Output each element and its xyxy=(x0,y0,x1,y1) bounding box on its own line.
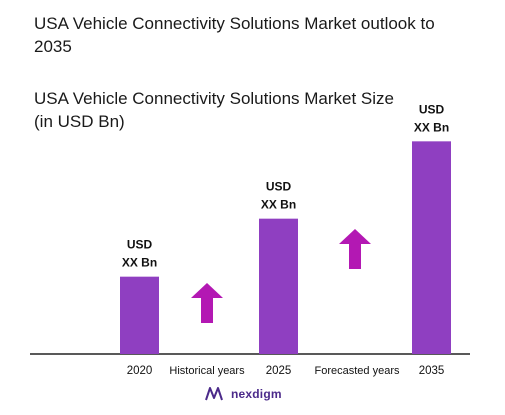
brand: nexdigm xyxy=(205,387,282,401)
bar-2035 xyxy=(412,141,451,354)
bar-2020 xyxy=(120,276,159,354)
bar-data-label: XX Bn xyxy=(414,120,449,134)
x-tick-label: 2035 xyxy=(419,365,445,377)
page-title: USA Vehicle Connectivity Solutions Marke… xyxy=(34,14,435,56)
nexdigm-logo-icon xyxy=(205,387,223,401)
period-label: Forecasted years xyxy=(315,365,400,377)
chart-subtitle: USA Vehicle Connectivity Solutions Marke… xyxy=(34,89,395,131)
bar-data-label: XX Bn xyxy=(261,198,296,212)
bar-data-label: USD xyxy=(266,180,292,194)
period-label: Historical years xyxy=(169,365,245,377)
bar-data-label: USD xyxy=(419,102,445,116)
x-tick-label: 2020 xyxy=(127,365,153,377)
bar-data-label: XX Bn xyxy=(122,256,157,270)
up-arrow-icon xyxy=(339,229,371,269)
x-tick-label: 2025 xyxy=(266,365,292,377)
up-arrow-icon xyxy=(191,283,223,323)
brand-name: nexdigm xyxy=(231,387,282,401)
bar-data-label: USD xyxy=(127,238,153,252)
bar-2025 xyxy=(259,218,298,354)
